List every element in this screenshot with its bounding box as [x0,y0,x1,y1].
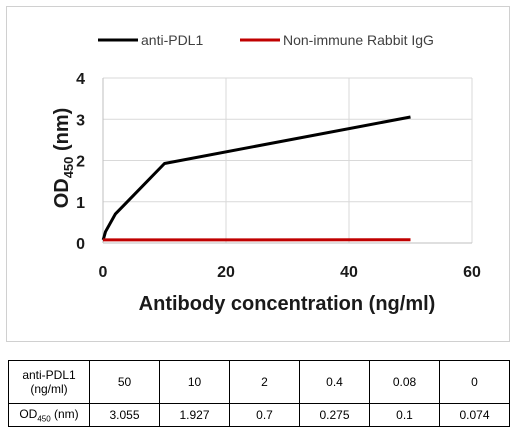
y-tick-label: 2 [76,154,85,171]
y-tick-label: 4 [76,71,85,88]
y-axis-title-sub: 450 [61,157,76,179]
table-row-label-sub: 450 [37,414,51,424]
table-cell-od: 0.074 [439,403,510,427]
table-cell-od: 0.275 [299,403,370,427]
legend-label: anti-PDL1 [141,32,203,48]
table-row-label-main: OD [19,406,38,421]
table-cell-od: 0.7 [229,403,300,427]
table-cell-od: 3.055 [89,403,160,427]
legend-layer: anti-PDL1 Non-immune Rabbit IgG [98,32,434,48]
x-tick-label: 60 [463,264,481,281]
x-tick-label: 0 [99,264,108,281]
series-line-0 [101,115,411,241]
table-cell-conc: 0 [439,360,510,404]
table-cell-conc: 10 [159,360,230,404]
chart-frame [6,6,510,342]
x-tick-label: 20 [217,264,235,281]
data-table: anti-PDL1 (ng/ml) 50 10 2 0.4 0.08 0 OD4… [8,360,510,427]
table-cell-od: 0.1 [369,403,440,427]
y-axis-title-main: OD [51,178,73,208]
table-row-concentration: anti-PDL1 (ng/ml) 50 10 2 0.4 0.08 0 [8,360,510,404]
table-header-label: anti-PDL1 (ng/ml) [8,360,90,404]
axes-layer [102,78,472,244]
y-tick-label: 1 [76,195,85,212]
y-axis-title: OD450 (nm) [51,108,76,209]
table-cell-conc: 50 [89,360,160,404]
grid-layer [103,77,473,243]
table-cell-conc: 0.08 [369,360,440,404]
x-tick-label: 40 [340,264,358,281]
y-axis-title-unit: (nm) [51,108,73,157]
series-layer [101,115,411,242]
table-cell-conc: 2 [229,360,300,404]
x-axis-title: Antibody concentration (ng/ml) [139,293,436,315]
table-row-label-unit: (nm) [50,406,79,421]
table-row-od: OD450 (nm) 3.055 1.927 0.7 0.275 0.1 0.0… [8,403,510,427]
table-row-label: OD450 (nm) [8,403,90,427]
y-tick-label: 3 [76,112,85,129]
table-cell-od: 1.927 [159,403,230,427]
table-cell-conc: 0.4 [299,360,370,404]
legend-label: Non-immune Rabbit IgG [283,32,434,48]
y-tick-label: 0 [76,236,85,253]
